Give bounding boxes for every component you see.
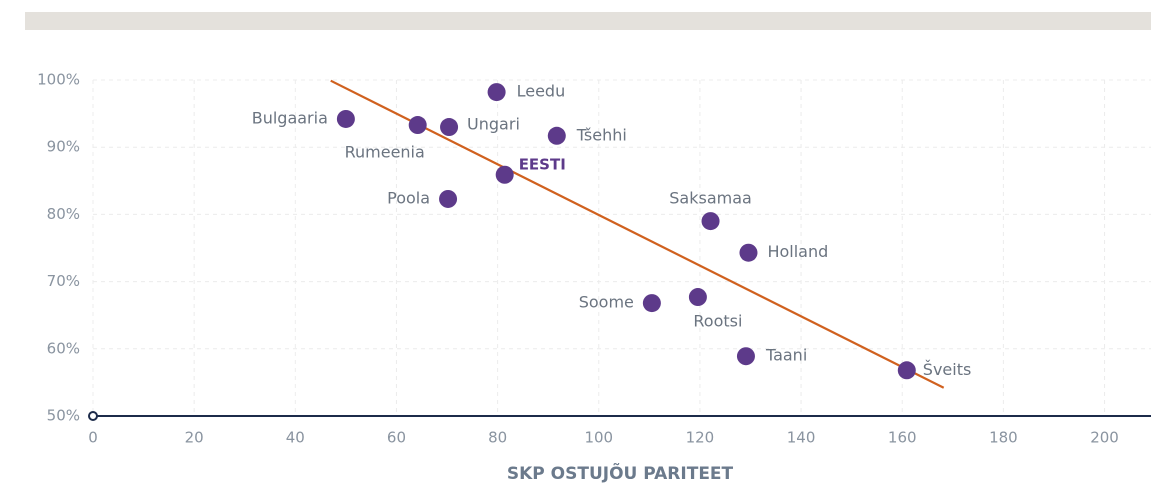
point bbox=[701, 212, 720, 231]
point bbox=[440, 118, 459, 137]
point-label: Rootsi bbox=[693, 312, 742, 331]
point-label: EESTI bbox=[519, 155, 566, 173]
point bbox=[897, 361, 916, 380]
x-axis-label: SKP OSTUJÕU PARITEET bbox=[507, 461, 734, 484]
point-label: Bulgaaria bbox=[252, 108, 328, 127]
x-tick-label: 120 bbox=[686, 429, 715, 447]
x-tick-label: 20 bbox=[185, 429, 204, 447]
point bbox=[739, 243, 758, 262]
y-tick-label: 50% bbox=[47, 407, 80, 425]
point bbox=[688, 288, 707, 307]
y-tick-label: 90% bbox=[47, 138, 80, 156]
point bbox=[439, 189, 458, 208]
point bbox=[495, 165, 514, 184]
point-label: Ungari bbox=[467, 115, 520, 134]
x-tick-label: 100 bbox=[584, 429, 613, 447]
point-label: Rumeenia bbox=[345, 143, 425, 162]
point bbox=[336, 109, 355, 128]
point-label: Saksamaa bbox=[669, 189, 752, 208]
x-tick-label: 180 bbox=[989, 429, 1018, 447]
point-label: Taani bbox=[765, 346, 807, 365]
x-tick-label: 80 bbox=[488, 429, 507, 447]
point-label: Šveits bbox=[923, 360, 972, 379]
point-label: Tšehhi bbox=[576, 125, 627, 144]
y-tick-label: 80% bbox=[47, 205, 80, 223]
point bbox=[736, 347, 755, 366]
point-label: Holland bbox=[767, 242, 828, 261]
trend-line bbox=[330, 79, 945, 389]
point-label: Poola bbox=[387, 188, 430, 207]
axis-end bbox=[88, 411, 98, 421]
banner bbox=[25, 12, 1151, 30]
x-tick-label: 200 bbox=[1090, 429, 1119, 447]
point-label: Leedu bbox=[517, 82, 566, 101]
point bbox=[408, 116, 427, 135]
x-tick-label: 60 bbox=[387, 429, 406, 447]
x-tick-label: 40 bbox=[286, 429, 305, 447]
y-tick-label: 60% bbox=[47, 339, 80, 357]
y-tick-label: 70% bbox=[47, 272, 80, 290]
point bbox=[547, 126, 566, 145]
point bbox=[487, 83, 506, 102]
y-tick-label: 100% bbox=[37, 71, 80, 89]
point-label: Soome bbox=[579, 293, 634, 312]
point bbox=[642, 294, 661, 313]
x-tick-label: 0 bbox=[88, 429, 98, 447]
x-tick-label: 140 bbox=[787, 429, 816, 447]
x-tick-label: 160 bbox=[888, 429, 917, 447]
